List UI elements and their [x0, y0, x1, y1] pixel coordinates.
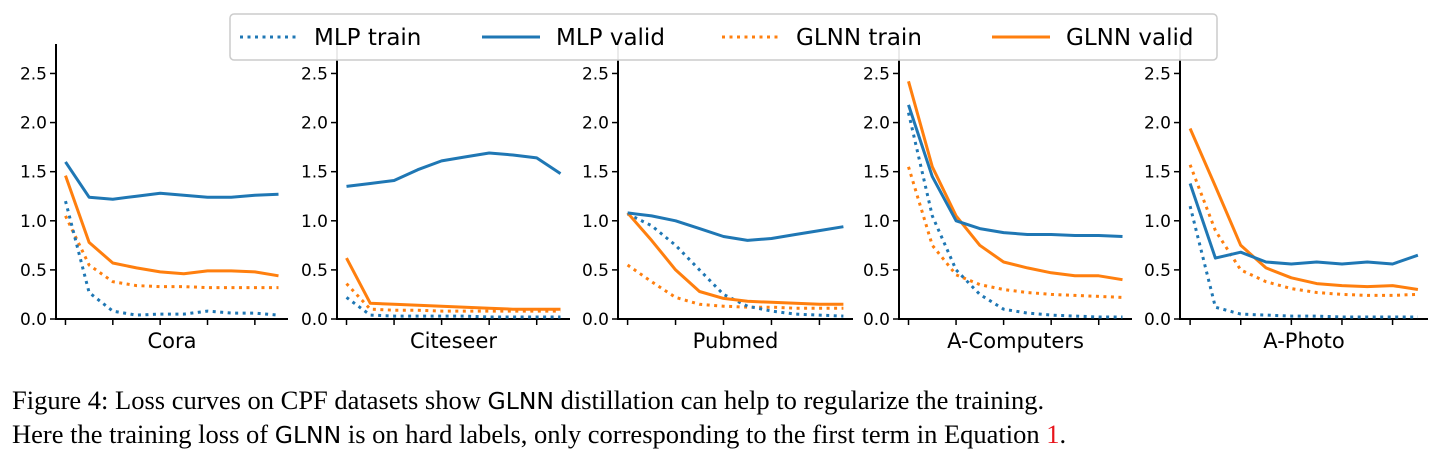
y-tick-label: 1.5	[863, 163, 890, 183]
caption-line-1-suffix: distillation can help to regularize the …	[553, 385, 1045, 415]
y-tick-label: 1.0	[1144, 212, 1171, 232]
y-tick-label: 1.0	[582, 212, 609, 232]
caption-line-2-prefix: Here the training loss of	[12, 419, 275, 449]
y-tick-label: 0.5	[20, 261, 47, 281]
y-tick-label: 2.5	[582, 64, 609, 84]
y-tick-label: 1.5	[1144, 163, 1171, 183]
panel-a-photo: 0.0 0.5 1.0 1.5 2.0 2.5 A-Photo	[1144, 44, 1428, 353]
series-mlp-valid-line	[346, 151, 562, 188]
y-tick-label: 0.0	[20, 310, 47, 330]
panel-citeseer: 0.0 0.5 1.0 1.5 2.0 2.5 Citeseer	[301, 44, 570, 353]
series-glnn-valid-line	[907, 80, 1123, 282]
series-mlp-train-line	[345, 296, 561, 319]
panel-cora: 0.0 0.5 1.0 1.5 2.0 2.5 Cora	[20, 44, 288, 353]
y-tick-label: 0.5	[582, 261, 609, 281]
x-axis-label: Pubmed	[693, 329, 779, 353]
series-mlp-valid-line	[1188, 183, 1419, 266]
series-mlp-train-line	[64, 200, 279, 317]
y-tick-label: 1.0	[863, 212, 890, 232]
caption-line-1-prefix: Figure 4: Loss curves on CPF datasets sh…	[12, 385, 488, 415]
y-tick-label: 0.0	[301, 310, 328, 330]
series-glnn-valid-line	[626, 211, 844, 306]
y-tick-label: 2.0	[301, 114, 328, 134]
y-tick-label: 0.5	[1144, 261, 1171, 281]
legend-label: MLP valid	[556, 25, 665, 51]
series-mlp-valid-line	[907, 104, 1123, 238]
series-mlp-train-line	[907, 112, 1123, 319]
y-tick-label: 2.5	[1144, 64, 1171, 84]
x-axis-label: A-Photo	[1263, 329, 1344, 353]
caption-line-2-end: .	[1059, 419, 1067, 449]
caption-glnn-term: GLNN	[487, 387, 554, 415]
caption-line-2-middle: is on hard labels, only corresponding to…	[341, 419, 1047, 449]
series-glnn-valid-line	[1188, 127, 1419, 291]
legend-label: GLNN train	[796, 25, 922, 51]
y-tick-label: 0.5	[301, 261, 328, 281]
y-tick-label: 2.5	[20, 64, 47, 84]
y-tick-label: 2.0	[1144, 114, 1171, 134]
y-tick-label: 0.5	[863, 261, 890, 281]
caption-line-2: Here the training loss of GLNN is on har…	[12, 418, 1447, 452]
y-tick-label: 0.0	[863, 310, 890, 330]
caption-line-1: Figure 4: Loss curves on CPF datasets sh…	[12, 384, 1447, 418]
series-glnn-train-line	[1188, 164, 1418, 297]
legend-entry: MLP train	[240, 25, 421, 51]
legend-entry: MLP valid	[482, 25, 665, 51]
loss-curves-figure: 0.0 0.5 1.0 1.5 2.0 2.5 Cora 0.0 0.5 1.0 1.5 2.0 2.5…	[20, 13, 1428, 353]
y-tick-label: 1.0	[20, 212, 47, 232]
series-mlp-valid-line	[64, 161, 279, 201]
y-tick-label: 0.0	[582, 310, 609, 330]
x-axis-label: A-Computers	[947, 329, 1084, 353]
y-tick-label: 1.5	[20, 163, 47, 183]
series-glnn-train-line	[907, 166, 1123, 299]
y-tick-label: 2.0	[582, 114, 609, 134]
legend-label: GLNN valid	[1066, 25, 1193, 51]
y-tick-label: 1.5	[582, 163, 609, 183]
panel-pubmed: 0.0 0.5 1.0 1.5 2.0 2.5 Pubmed	[582, 44, 853, 353]
y-tick-label: 2.0	[20, 114, 47, 134]
y-tick-label: 0.0	[1144, 310, 1171, 330]
legend-label: MLP train	[314, 25, 421, 51]
series-glnn-valid-line	[64, 175, 279, 278]
legend: MLP train MLP valid GLNN train GLNN valid	[229, 13, 1218, 61]
panel-a-computers: 0.0 0.5 1.0 1.5 2.0 2.5 A-Computers	[863, 44, 1132, 353]
series-mlp-valid-line	[627, 211, 844, 242]
legend-entry: GLNN train	[722, 25, 922, 51]
y-tick-label: 2.5	[301, 64, 328, 84]
series-glnn-train-line	[345, 282, 561, 313]
equation-reference-link[interactable]: 1	[1046, 419, 1060, 449]
figure-caption: Figure 4: Loss curves on CPF datasets sh…	[12, 384, 1447, 452]
caption-glnn-term: GLNN	[274, 421, 342, 449]
y-tick-label: 2.0	[863, 114, 890, 134]
legend-entry: GLNN valid	[992, 25, 1193, 51]
x-axis-label: Citeseer	[410, 329, 497, 353]
y-tick-label: 1.5	[301, 163, 328, 183]
series-glnn-train-line	[64, 215, 279, 290]
y-tick-label: 2.5	[863, 64, 890, 84]
y-tick-label: 1.0	[301, 212, 328, 232]
series-glnn-valid-line	[345, 257, 561, 311]
series-glnn-train-line	[626, 263, 844, 310]
x-axis-label: Cora	[147, 329, 196, 353]
